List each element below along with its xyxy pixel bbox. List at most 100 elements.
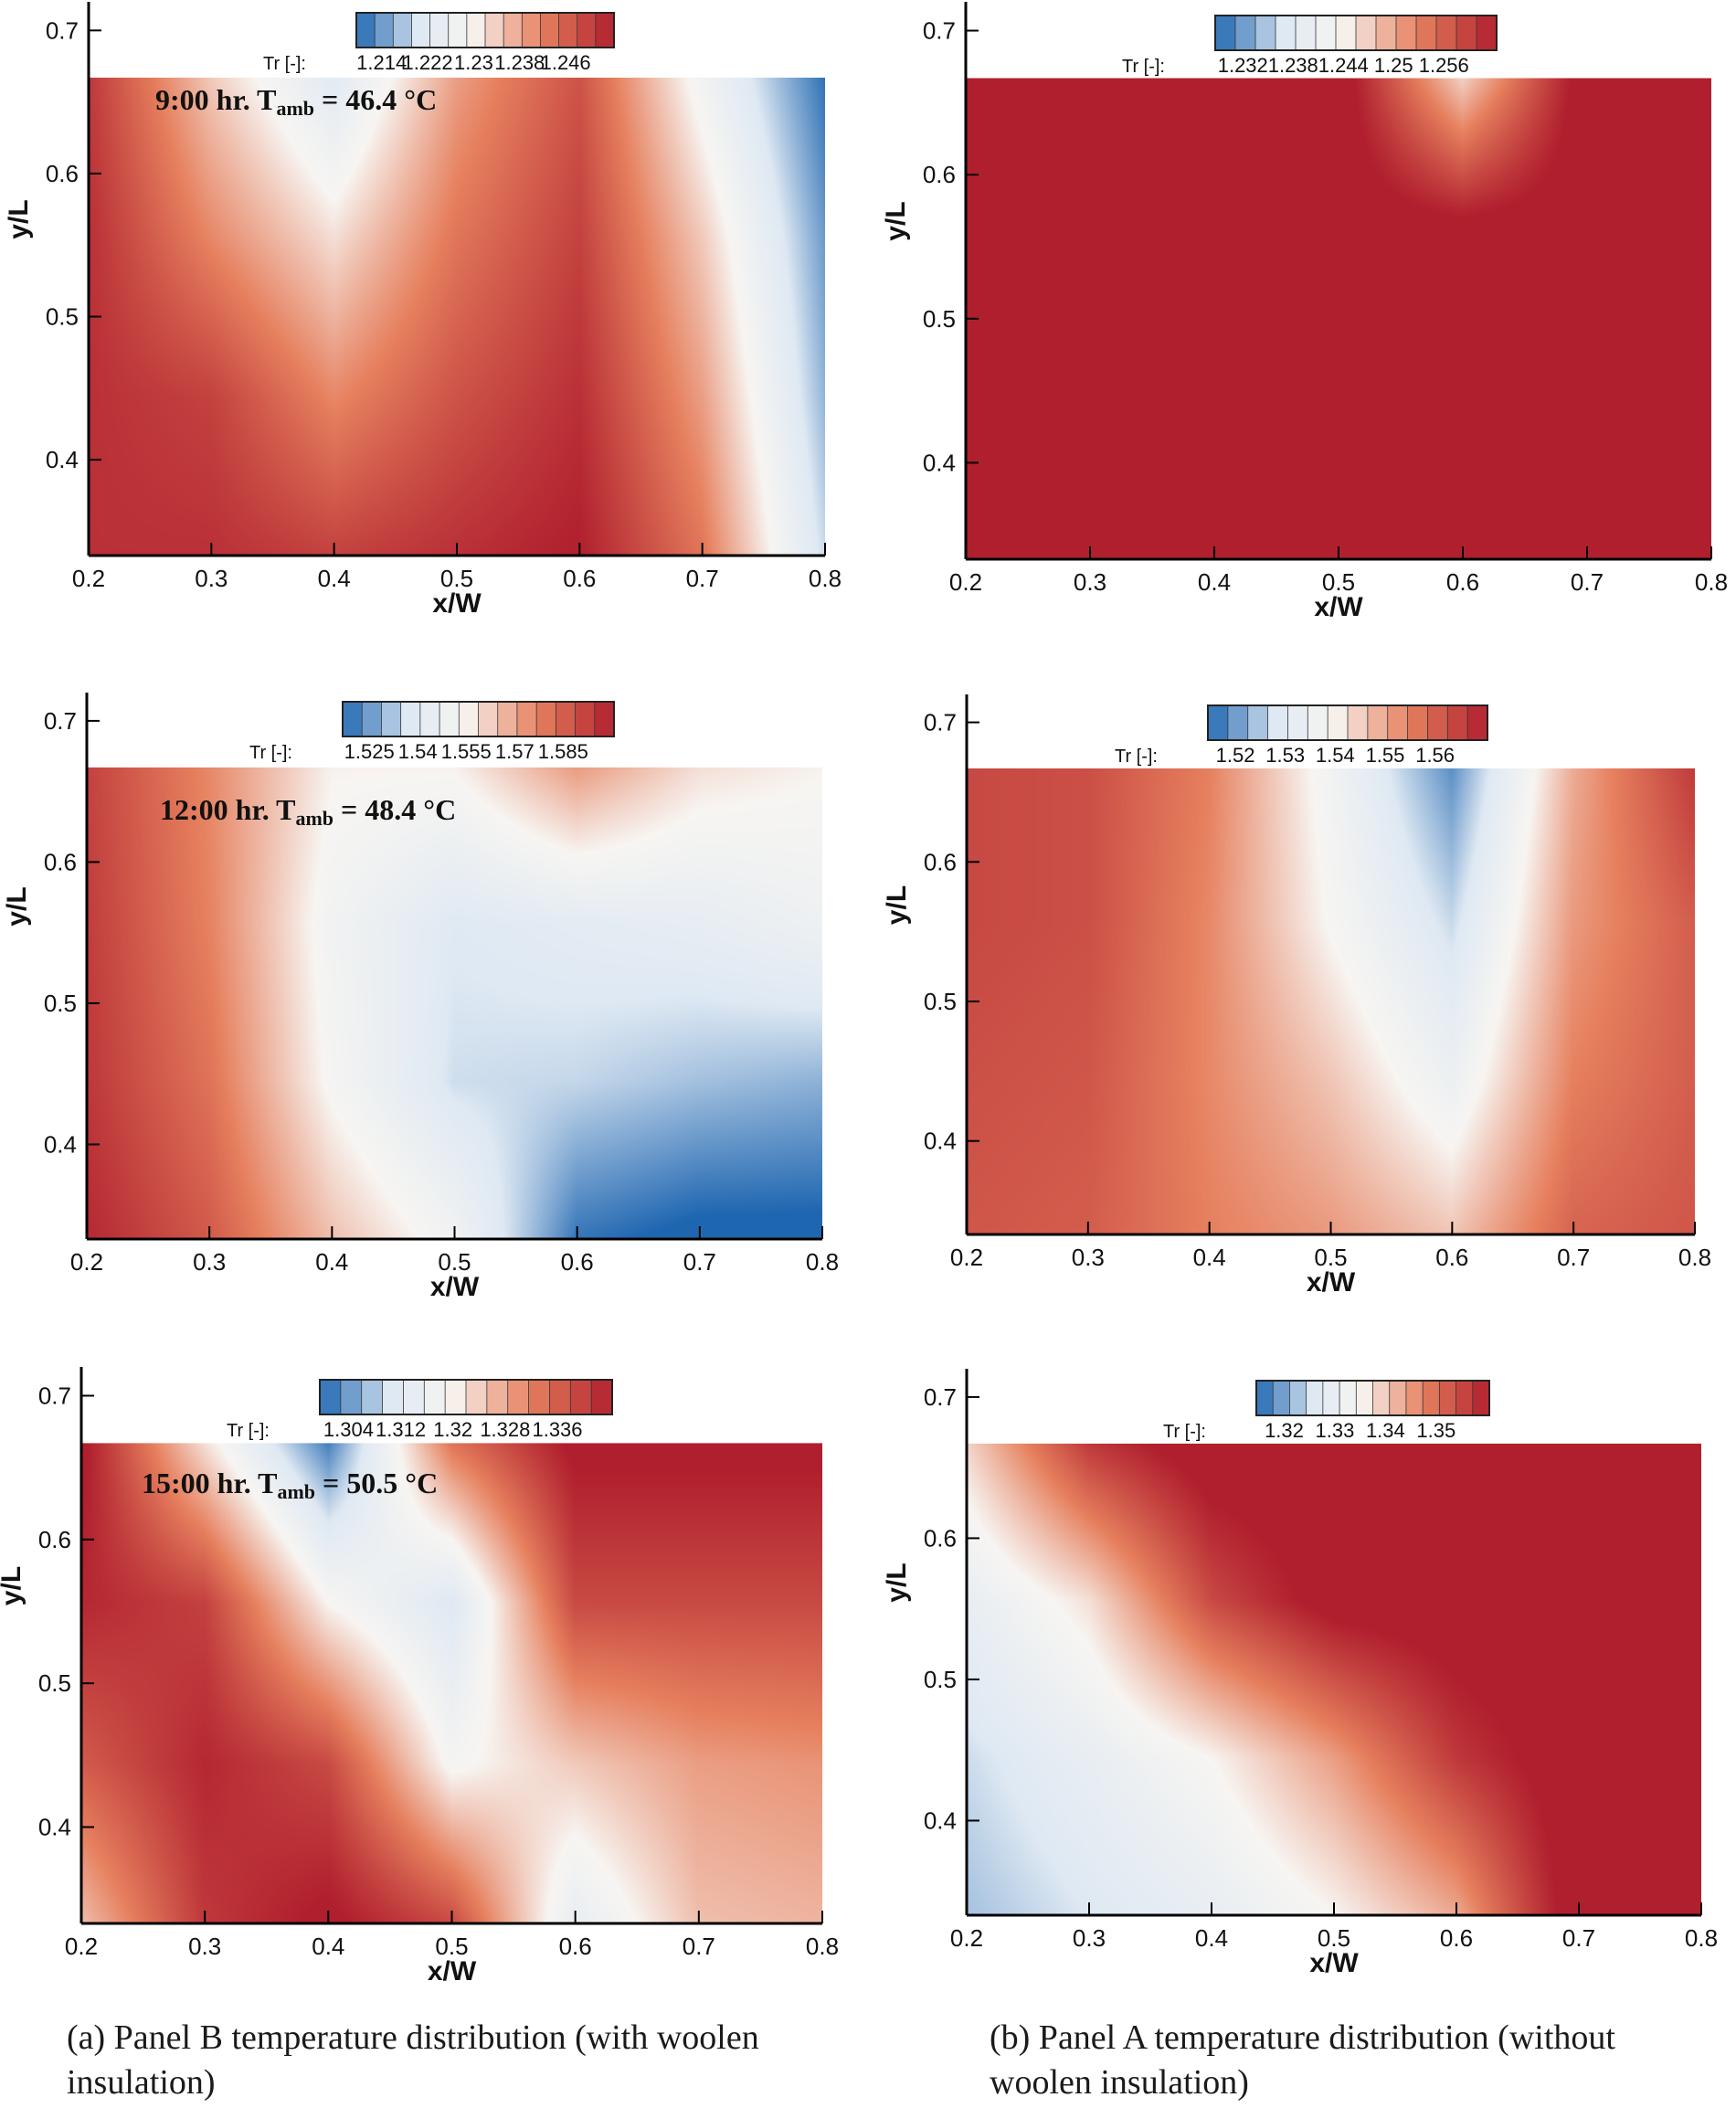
y-tick-label: 0.5 [38,1669,71,1697]
x-tick-label: 0.8 [1695,568,1728,596]
panel-a3: 0.2 0.3 0.4 0.5 0.6 0.7 0.8 0.4 0.5 0.6 0.7 x/W y/L 1… [0,1367,839,1986]
y-tick-label: 0.5 [44,990,77,1017]
y-tick-label: 0.5 [924,988,957,1015]
x-tick-label: 0.4 [315,1248,348,1276]
colorbar-level [497,701,518,737]
x-tick-label: 0.4 [318,565,351,592]
colorbar-level [444,1379,467,1415]
colorbar-tick-label: 1.34 [1366,1419,1405,1442]
colorbar-level [478,701,499,737]
colorbar-level [503,12,524,48]
heatmap-field [87,767,822,1239]
colorbar-level [540,12,560,48]
x-axis-label: x/W [432,588,482,619]
x-tick-label: 0.2 [72,565,105,592]
colorbar-tick-label: 1.336 [532,1418,582,1441]
y-axis-label: y/L [882,1562,912,1602]
caption-panel-a: (b) Panel A temperature distribution (wi… [990,2018,1615,2102]
colorbar-level [1476,15,1498,51]
x-tick-label: 0.3 [188,1933,221,1960]
colorbar-level [400,701,421,737]
panel-a1: 0.2 0.3 0.4 0.5 0.6 0.7 0.8 0.4 0.5 0.6 0.7 x/W y/L 1… [4,2,842,619]
colorbar-level [1422,1380,1441,1416]
x-tick-label: 0.5 [1322,568,1355,596]
y-tick-label: 0.4 [924,1806,957,1834]
colorbar-tick-label: 1.53 [1265,744,1305,767]
colorbar-level [569,1379,593,1415]
x-tick-label: 0.6 [561,1248,594,1276]
x-tick-label: 0.2 [950,1924,983,1952]
colorbar-tick-label: 1.304 [323,1418,374,1441]
colorbar-tick-label: 1.555 [441,740,492,763]
x-tick-label: 0.6 [1435,1244,1468,1271]
colorbar-frame [355,12,615,48]
y-axis-label: y/L [4,199,34,238]
colorbar-tick-label: 1.32 [433,1418,472,1441]
colorbar-level [1214,15,1236,51]
x-axis-label: x/W [1309,1948,1359,1978]
panel-b3: 0.2 0.3 0.4 0.5 0.6 0.7 0.8 0.4 0.5 0.6 0.7 x/W y/L 1… [882,1369,1718,1978]
x-tick-label: 0.8 [806,1933,839,1960]
colorbar-level [1247,704,1269,741]
time-annotation: 12:00 hr. Tamb = 48.4 °C [160,793,456,830]
colorbar-tick-label: 1.238 [1268,54,1318,77]
colorbar-frame [1207,704,1488,741]
y-tick-label: 0.4 [46,446,79,473]
colorbar-label: Tr [-]: [227,1421,270,1441]
colorbar-level [1405,1380,1424,1416]
colorbar-level [423,1379,447,1415]
colorbar-level [361,1379,384,1415]
colorbar-level [1472,1380,1490,1416]
colorbar-label: Tr [-]: [1163,1422,1206,1442]
colorbar-label: Tr [-]: [249,743,292,763]
colorbar-frame [342,701,615,737]
colorbar-level [465,1379,488,1415]
colorbar-tick-label: 1.222 [403,51,453,74]
colorbar-level [1389,1380,1407,1416]
colorbar-level [1254,15,1276,51]
panel-b1: 0.2 0.3 0.4 0.5 0.6 0.7 0.8 0.4 0.5 0.6 0.7 x/W y/L 1… [881,2,1728,622]
x-tick-label: 0.3 [193,1248,226,1276]
colorbar-level [1427,704,1449,741]
colorbar-level [1455,15,1477,51]
colorbar-level [1322,1380,1340,1416]
colorbar-tick-label: 1.525 [344,740,395,763]
colorbar-level [1395,15,1417,51]
y-tick-label: 0.6 [923,161,956,188]
x-axis-label: x/W [428,1956,477,1986]
colorbar-tick-label: 1.232 [1218,54,1268,77]
x-tick-label: 0.7 [683,1248,716,1276]
colorbar-level [1375,15,1397,51]
heatmap-field [966,78,1711,559]
colorbar-level [1387,704,1409,741]
x-tick-label: 0.8 [1678,1244,1711,1271]
colorbar-label: Tr [-]: [1122,57,1165,77]
colorbar-level [1455,1380,1474,1416]
x-tick-label: 0.3 [1074,568,1106,596]
colorbar-level [361,701,383,737]
heatmap-field [967,1443,1701,1915]
x-tick-label: 0.6 [1440,1924,1473,1952]
x-tick-label: 0.6 [563,565,596,592]
colorbar-level [507,1379,530,1415]
y-tick-label: 0.6 [924,848,957,875]
y-tick-label: 0.7 [923,17,956,45]
y-tick-label: 0.7 [38,1382,71,1409]
x-tick-label: 0.6 [1446,568,1479,596]
colorbar-tick-label: 1.244 [1318,54,1369,77]
colorbar-level [466,12,486,48]
colorbar-level [1327,704,1349,741]
y-tick-label: 0.5 [923,305,956,333]
x-axis-label: x/W [1307,1267,1356,1298]
colorbar-level [1407,704,1429,741]
colorbar-level [1372,1380,1391,1416]
colorbar-tick-label: 1.35 [1416,1419,1455,1442]
colorbar-tick-label: 1.52 [1216,744,1255,767]
x-tick-label: 0.8 [806,1248,839,1276]
colorbar-level [448,12,468,48]
y-tick-label: 0.7 [44,707,77,735]
y-tick-label: 0.7 [924,1383,957,1411]
colorbar-level [1306,1380,1324,1416]
colorbar-level [374,12,395,48]
